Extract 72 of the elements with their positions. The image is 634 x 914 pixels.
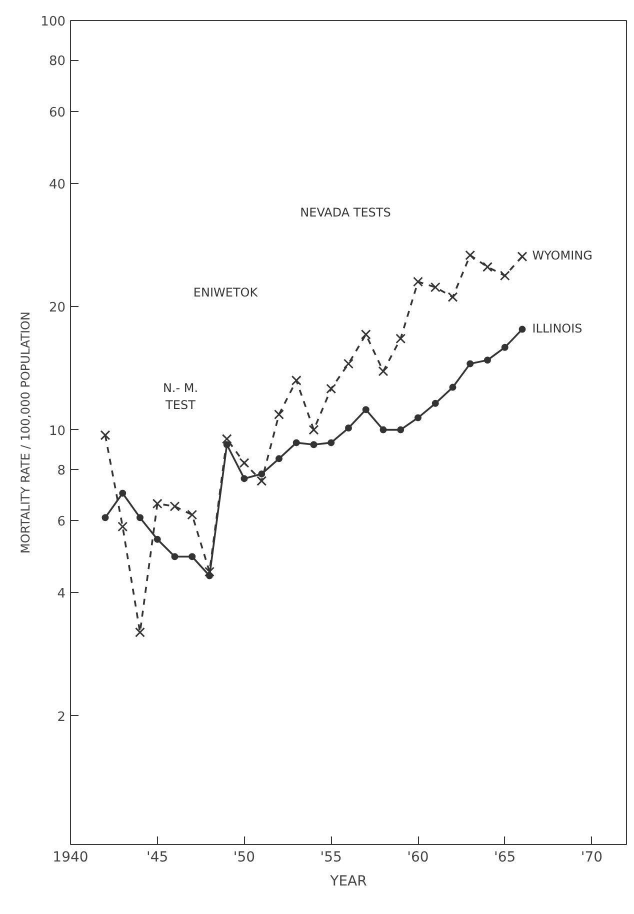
point xyxy=(135,627,145,638)
point xyxy=(380,426,387,434)
y-tick-label: 60 xyxy=(48,105,66,120)
y-tick-label: 20 xyxy=(48,300,66,316)
x-tick-label: '50 xyxy=(233,850,256,866)
point xyxy=(430,282,440,292)
point xyxy=(170,501,180,512)
x-tick-label: '65 xyxy=(494,850,516,866)
series-label: WYOMING xyxy=(532,248,592,263)
y-tick-label: 8 xyxy=(57,463,66,478)
point xyxy=(484,356,491,364)
point xyxy=(171,553,178,560)
point xyxy=(100,430,110,440)
point xyxy=(187,510,198,520)
point xyxy=(292,439,300,446)
point xyxy=(136,514,144,522)
y-tick-label: 100 xyxy=(40,14,66,30)
point xyxy=(344,358,354,369)
point xyxy=(276,455,282,462)
point xyxy=(414,414,422,422)
point xyxy=(204,566,214,577)
point xyxy=(378,366,388,376)
point xyxy=(466,360,474,368)
point xyxy=(518,326,526,333)
point xyxy=(449,384,456,391)
point xyxy=(258,470,266,478)
point xyxy=(482,262,492,272)
y-tick-label: 10 xyxy=(48,424,66,439)
annotation: ENIWETOK xyxy=(193,286,259,300)
point xyxy=(119,490,126,497)
y-tick-label: 6 xyxy=(57,514,66,530)
point xyxy=(328,439,335,446)
point xyxy=(465,250,476,260)
point xyxy=(102,514,109,522)
point xyxy=(362,406,370,414)
x-tick-label: 1940 xyxy=(52,850,88,866)
x-axis-title: YEAR xyxy=(329,874,368,890)
point xyxy=(154,536,161,543)
point xyxy=(517,252,528,262)
point xyxy=(500,270,510,281)
y-tick-label: 4 xyxy=(57,586,66,602)
x-tick-label: '60 xyxy=(407,850,429,866)
x-tick-label: '55 xyxy=(320,850,342,866)
point xyxy=(310,441,318,448)
y-axis-title: MORTALITY RATE / 100,000 POPULATION xyxy=(18,312,33,554)
point xyxy=(396,334,406,344)
x-tick-label: '45 xyxy=(146,850,168,866)
point xyxy=(345,424,352,432)
y-tick-label: 2 xyxy=(57,710,66,725)
annotation: N.- M. TEST xyxy=(162,381,198,412)
point xyxy=(188,553,196,560)
y-tick-label: 80 xyxy=(48,54,66,70)
point xyxy=(448,292,458,302)
point xyxy=(326,384,336,394)
point xyxy=(152,498,162,509)
series-label: ILLINOIS xyxy=(532,321,582,336)
point xyxy=(118,522,128,532)
point xyxy=(256,476,267,486)
x-tick-label: '70 xyxy=(580,850,603,866)
point xyxy=(239,458,250,468)
point xyxy=(308,424,319,435)
point xyxy=(413,276,423,287)
annotation: NEVADA TESTS xyxy=(300,206,391,220)
point xyxy=(274,409,284,420)
point xyxy=(291,375,302,386)
point xyxy=(222,434,232,444)
point xyxy=(432,400,439,407)
y-tick-label: 40 xyxy=(48,177,66,192)
point xyxy=(501,344,508,351)
point xyxy=(397,426,404,434)
point xyxy=(360,329,371,340)
point xyxy=(240,475,248,482)
